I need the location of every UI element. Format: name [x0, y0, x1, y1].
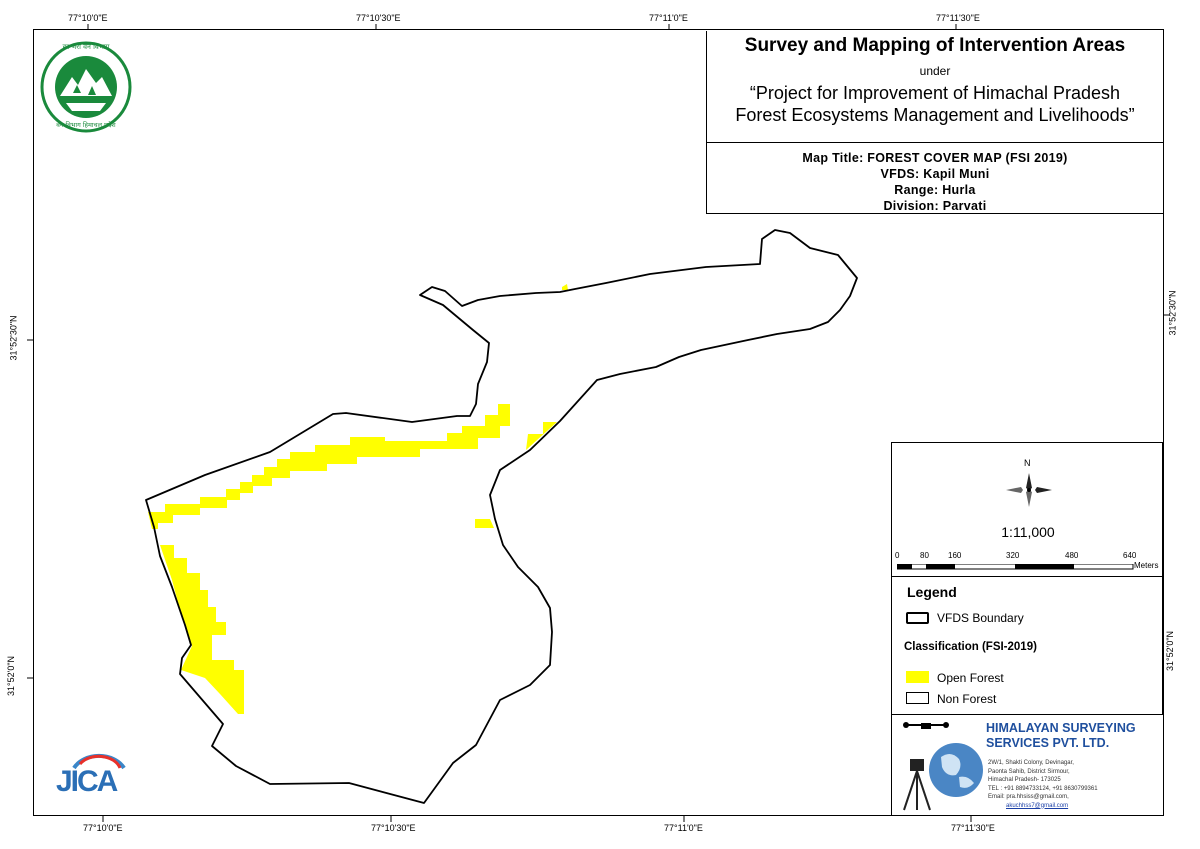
company-name-line-2: SERVICES PVT. LTD. [986, 736, 1110, 750]
legend-boundary-swatch [906, 612, 929, 624]
open-forest-patch-north [562, 284, 568, 290]
scale-unit: Meters [1134, 561, 1159, 570]
open-forest-strip-west [160, 545, 244, 714]
grid-ticks [27, 24, 1170, 822]
vfds-text: VFDS: Kapil Muni [880, 167, 990, 181]
range-text: Range: Hurla [894, 183, 976, 197]
open-forest-areas [148, 284, 568, 714]
jica-logo: JICA [52, 744, 128, 806]
forest-logo-arc-text: हर भरा वन विभाग [62, 43, 110, 51]
company-email-link[interactable]: akuchhss7@gmail.com [1006, 802, 1069, 809]
project-title-line-1: “Project for Improvement of Himachal Pra… [749, 83, 1121, 103]
map-main-title: Survey and Mapping of Intervention Areas [744, 35, 1126, 56]
legend-heading: Legend [907, 584, 957, 600]
company-address-line: Paonta Sahib, District Sirmour, [988, 768, 1070, 775]
grid-label-bottom-3: 77°11'0"E [664, 823, 703, 833]
grid-label-bottom-2: 77°10'30"E [371, 823, 416, 833]
legend-non-forest-swatch [906, 692, 929, 704]
legend-boundary-label: VFDS Boundary [937, 611, 1024, 625]
company-address-line: 2W/1, Shakti Colony, Devinagar, [988, 760, 1074, 766]
division-text: Division: Parvati [883, 199, 987, 213]
grid-label-bottom-1: 77°10'0"E [83, 823, 123, 833]
jica-wordmark: JICA [56, 765, 118, 798]
grid-label-top-1: 77°10'0"E [68, 13, 108, 23]
grid-label-top-4: 77°11'30"E [936, 13, 980, 23]
north-label: N [1024, 458, 1031, 468]
legend-open-forest-label: Open Forest [937, 671, 1004, 685]
north-arrow-icon [1006, 473, 1052, 507]
grid-label-top-2: 77°10'30"E [356, 13, 401, 23]
company-name-line-1: HIMALAYAN SURVEYING [986, 721, 1136, 735]
scale-label-480: 480 [1065, 551, 1079, 560]
scale-ratio: 1:11,000 [1001, 524, 1055, 540]
map-frame [33, 29, 1164, 816]
forest-department-logo: हर भरा वन विभाग वन विभाग हिमाचल प्रदेश [40, 41, 132, 133]
open-forest-patch-small [475, 519, 494, 528]
scale-label-0: 0 [895, 551, 900, 560]
grid-label-top-3: 77°11'0"E [649, 13, 688, 23]
open-forest-patch-east [526, 422, 557, 450]
scale-label-160: 160 [948, 551, 962, 560]
legend-classification-heading: Classification (FSI-2019) [904, 641, 1037, 653]
company-email: Email: pra.hhsiss@gmail.com, [988, 794, 1069, 800]
company-address-line: Himachal Pradesh- 173025 [988, 777, 1061, 783]
scale-label-320: 320 [1006, 551, 1020, 560]
legend-non-forest-label: Non Forest [937, 692, 997, 706]
legend-open-forest-swatch [906, 671, 929, 683]
map-title-text: Map Title: FOREST COVER MAP (FSI 2019) [802, 151, 1068, 165]
forest-logo-bottom-text: वन विभाग हिमाचल प्रदेश [56, 121, 116, 129]
scale-label-80: 80 [920, 551, 929, 560]
open-forest-strip-north [148, 404, 510, 529]
project-title-line-2: Forest Ecosystems Management and Livelih… [735, 105, 1135, 125]
title-under: under [919, 64, 951, 78]
vfds-boundary [145, 229, 858, 804]
scale-label-640: 640 [1123, 551, 1137, 560]
surveying-drone-tripod-icon [903, 722, 983, 811]
legend-panel: Legend VFDS Boundary Classification (FSI… [891, 577, 1163, 715]
company-phone: TEL : +91 8894733124, +91 8630799361 [988, 785, 1098, 792]
scale-bar [897, 564, 1134, 570]
grid-label-bottom-4: 77°11'30"E [951, 823, 995, 833]
scale-panel: N 1:11,000 0 80 160 320 480 640 Meters [891, 442, 1163, 577]
title-box: Survey and Mapping of Intervention Areas… [706, 31, 1163, 143]
map-info-box: Map Title: FOREST COVER MAP (FSI 2019) V… [706, 143, 1163, 214]
company-address: 2W/1, Shakti Colony, Devinagar, Paonta S… [988, 759, 1098, 810]
company-panel: HIMALAYAN SURVEYING SERVICES PVT. LTD. 2… [891, 715, 1163, 815]
